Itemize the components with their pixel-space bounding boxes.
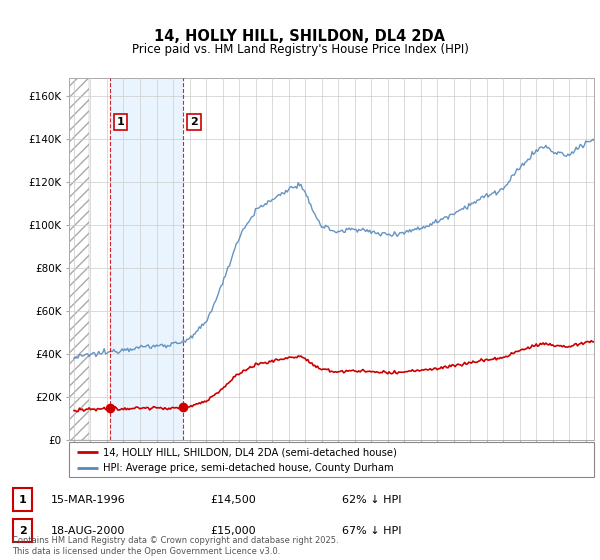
Text: 2: 2 bbox=[190, 116, 198, 127]
Text: 62% ↓ HPI: 62% ↓ HPI bbox=[342, 495, 401, 505]
Text: £15,000: £15,000 bbox=[210, 526, 256, 535]
Text: 67% ↓ HPI: 67% ↓ HPI bbox=[342, 526, 401, 535]
Text: 1: 1 bbox=[117, 116, 125, 127]
Text: HPI: Average price, semi-detached house, County Durham: HPI: Average price, semi-detached house,… bbox=[103, 464, 394, 473]
Text: Price paid vs. HM Land Registry's House Price Index (HPI): Price paid vs. HM Land Registry's House … bbox=[131, 43, 469, 56]
Text: 14, HOLLY HILL, SHILDON, DL4 2DA: 14, HOLLY HILL, SHILDON, DL4 2DA bbox=[155, 29, 445, 44]
Bar bbox=[69, 78, 89, 440]
Text: 2: 2 bbox=[19, 526, 26, 535]
Text: 15-MAR-1996: 15-MAR-1996 bbox=[51, 495, 126, 505]
Text: 14, HOLLY HILL, SHILDON, DL4 2DA (semi-detached house): 14, HOLLY HILL, SHILDON, DL4 2DA (semi-d… bbox=[103, 447, 397, 457]
Bar bbox=[110, 78, 184, 440]
Text: Contains HM Land Registry data © Crown copyright and database right 2025.
This d: Contains HM Land Registry data © Crown c… bbox=[12, 536, 338, 556]
Text: 18-AUG-2000: 18-AUG-2000 bbox=[51, 526, 125, 535]
Text: 1: 1 bbox=[19, 495, 26, 505]
Text: £14,500: £14,500 bbox=[210, 495, 256, 505]
